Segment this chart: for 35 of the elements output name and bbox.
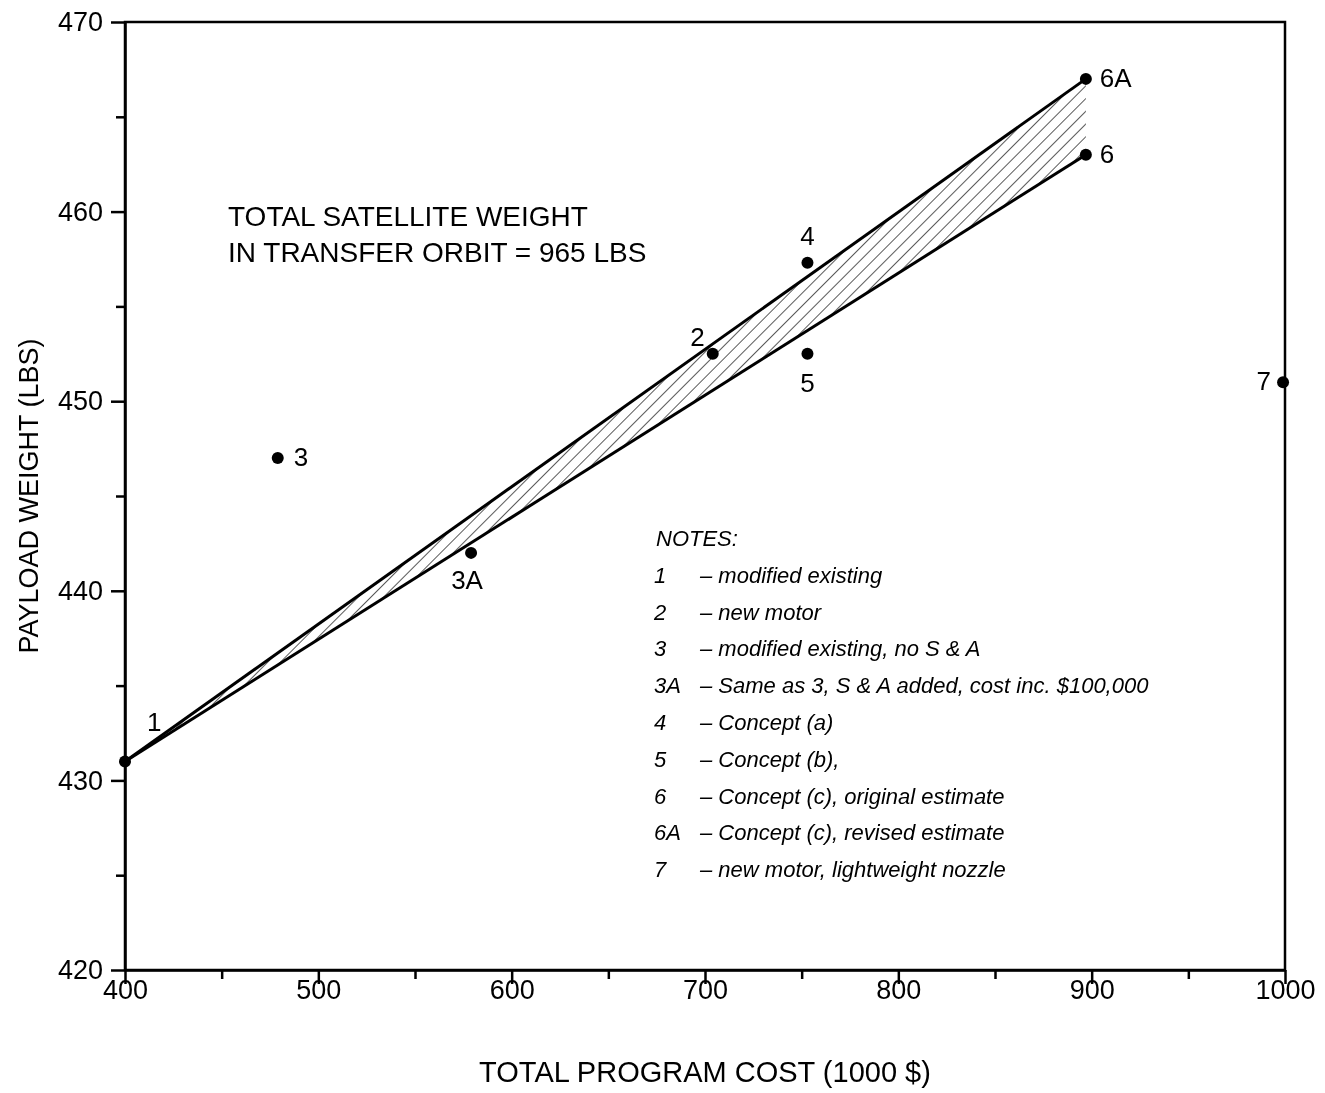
annotation: TOTAL SATELLITE WEIGHT IN TRANSFER ORBIT = 965 LBS xyxy=(228,201,647,268)
text: 1 – modified existing xyxy=(654,562,883,588)
annotation: NOTES: xyxy=(656,526,738,551)
series-label: 2 xyxy=(690,321,705,352)
series-label: 3 xyxy=(293,442,309,473)
series-label: 7 xyxy=(1256,366,1272,397)
x-tick-label: 600 xyxy=(489,975,535,1006)
y-tick-label: 430 xyxy=(57,765,103,796)
x-tick-label: 700 xyxy=(682,975,729,1006)
series-label: 6 xyxy=(1099,138,1115,169)
x-tick-label: 900 xyxy=(1069,975,1115,1006)
x-tick-label: 500 xyxy=(296,975,342,1006)
series-label: 6A xyxy=(1099,62,1133,93)
x-tick-label: 800 xyxy=(876,975,922,1006)
x-tick-label: 1000 xyxy=(1255,975,1316,1006)
y-tick-label: 440 xyxy=(57,575,103,606)
y-tick-label: 470 xyxy=(57,7,103,38)
y-axis-title: PAYLOAD WEIGHT (LBS) xyxy=(14,338,44,654)
series-label: 3A xyxy=(451,564,484,595)
series-label: 4 xyxy=(800,220,815,251)
y-tick-label: 450 xyxy=(57,386,103,417)
text: 4 – Concept (a) xyxy=(654,710,834,735)
annotation: 6A – Concept (c), revised estimate xyxy=(654,820,1005,846)
series-label: 5 xyxy=(800,367,815,398)
series-label: 1 xyxy=(147,707,162,738)
text: 7 – new motor, lightweight nozzle xyxy=(654,857,1006,883)
text: 6 – Concept (c), original estimate xyxy=(654,783,1005,809)
annotation: 3A – Same as 3, S & A added, cost inc. $100,000 xyxy=(654,673,1150,699)
x-axis-title: TOTAL PROGRAM COST (1000 $) xyxy=(479,1056,931,1088)
y-tick-label: 460 xyxy=(57,196,103,227)
text: 2 – new motor xyxy=(654,599,822,625)
y-tick-label: 420 xyxy=(57,955,103,986)
text: 3 – modified existing, no S & A xyxy=(654,636,981,662)
text: 5 – Concept (b), xyxy=(654,746,840,772)
x-tick-label: 400 xyxy=(102,975,149,1006)
